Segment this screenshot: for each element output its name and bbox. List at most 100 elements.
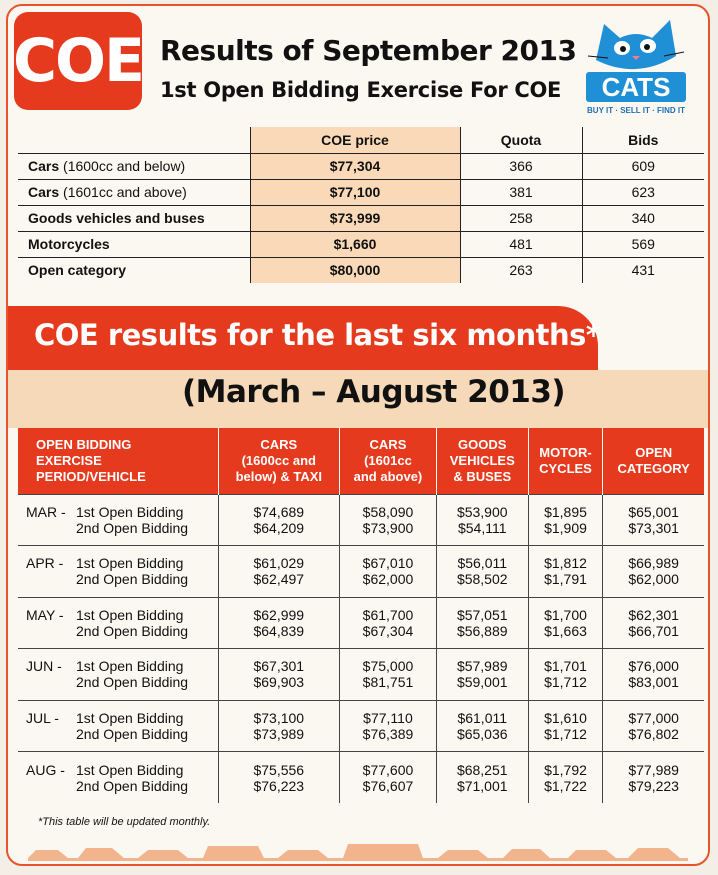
round2-value: $58,502 [456,571,508,588]
value-cell: $1,895 $1,909 [528,493,604,546]
round2-value: $62,497 [253,571,305,588]
round2-value: $79,223 [628,777,679,794]
category-cell: Cars (1600cc and below) [18,152,250,179]
round2-value: $76,223 [253,777,305,794]
round2-value: $62,000 [362,571,414,588]
round2-label: 2nd Open Bidding [76,519,189,536]
round2-value: $1,663 [544,622,587,639]
value-cell: $1,792 $1,722 [528,751,604,803]
value-cell: $77,000 $76,802 [602,699,704,752]
logo-word: CATS [586,72,686,102]
round2-value: $64,839 [253,622,305,639]
round1-value: $67,301 [253,658,305,675]
page-subtitle: 1st Open Bidding Exercise For COE [160,78,562,102]
round2-label: 2nd Open Bidding [76,622,189,639]
september-results-table: COE price Quota Bids Cars (1600cc and be… [18,127,704,283]
round1-label: 1st Open Bidding [76,503,184,520]
column-header-cars-small: CARS (1600cc and below) & TAXI [218,428,341,494]
coe-price-cell: $77,304 [249,152,461,179]
value-cell: $62,999 $64,839 [218,596,341,649]
round2-value: $54,111 [457,519,507,536]
value-cell: $53,900 $54,111 [436,493,529,546]
column-header: Bids [582,127,704,154]
category-cell: Cars (1601cc and above) [18,178,250,205]
round2-value: $56,889 [456,622,508,639]
quota-cell: 263 [460,256,583,283]
round2-value: $59,001 [456,674,508,691]
round1-value: $57,989 [456,658,508,675]
round2-value: $73,900 [362,519,414,536]
round1-value: $57,051 [456,606,508,623]
round2-value: $73,989 [253,725,305,742]
quota-cell: 481 [460,230,583,257]
quota-cell: 381 [460,178,583,205]
value-cell: $66,989 $62,000 [602,545,704,597]
table-row: Goods vehicles and buses $73,999 258 340 [18,204,704,231]
six-months-heading: COE results for the last six months* [34,318,601,352]
coe-price-cell: $80,000 [249,256,461,283]
value-cell: $61,029 $62,497 [218,545,341,597]
value-cell: $62,301 $66,701 [602,596,704,649]
coe-price-cell: $77,100 [249,178,461,205]
table-row: Motorcycles $1,660 481 569 [18,230,704,257]
table-row: MAY - 1st Open Bidding 2nd Open Bidding $62… [18,596,704,649]
table-row: Cars (1601cc and above) $77,100 381 623 [18,178,704,205]
period-cell: JUL - 1st Open Bidding 2nd Open Bidding [18,699,219,752]
column-header-open: OPEN CATEGORY [602,428,704,494]
month-label: APR - [26,555,64,572]
round1-value: $1,701 [544,658,587,675]
column-header-cars-large: CARS (1601cc and above) [339,428,437,494]
quota-cell: 258 [460,204,583,231]
round2-value: $65,036 [456,725,508,742]
value-cell: $65,001 $73,301 [602,493,704,546]
footnote: *This table will be updated monthly. [38,816,211,828]
value-cell: $67,301 $69,903 [218,648,341,700]
bids-cell: 431 [582,256,704,283]
round2-value: $73,301 [628,519,679,536]
column-header: Quota [460,127,583,154]
column-header: COE price [249,127,461,154]
round1-value: $58,090 [362,503,414,520]
round2-value: $1,909 [544,519,587,536]
round1-value: $1,812 [544,555,587,572]
value-cell: $1,812 $1,791 [528,545,604,597]
coe-price-cell: $73,999 [249,204,461,231]
cats-logo: CATS BUY IT · SELL IT · FIND IT [586,16,694,116]
value-cell: $57,989 $59,001 [436,648,529,700]
table-row: APR - 1st Open Bidding 2nd Open Bidding $61… [18,545,704,597]
round1-value: $62,301 [628,606,679,623]
round1-value: $53,900 [456,503,508,520]
value-cell: $76,000 $83,001 [602,648,704,700]
cat-face-icon [587,20,685,70]
round2-value: $76,607 [362,777,414,794]
table-row: Cars (1600cc and below) $77,304 366 609 [18,152,704,179]
value-cell: $77,600 $76,607 [339,751,437,803]
round1-value: $76,000 [628,658,679,675]
round1-value: $77,989 [628,761,679,778]
value-cell: $1,610 $1,712 [528,699,604,752]
round1-value: $1,700 [544,606,587,623]
round1-value: $75,000 [362,658,414,675]
round1-value: $1,610 [544,709,587,726]
period-heading: (March – August 2013) [182,374,566,410]
month-label: JUN - [26,658,62,675]
round2-value: $1,712 [544,674,587,691]
value-cell: $68,251 $71,001 [436,751,529,803]
round2-value: $76,802 [628,725,679,742]
table-row: MAR - 1st Open Bidding 2nd Open Bidding $74… [18,493,704,546]
round1-value: $61,700 [362,606,414,623]
period-cell: MAR - 1st Open Bidding 2nd Open Bidding [18,493,219,546]
value-cell: $75,000 $81,751 [339,648,437,700]
round1-value: $68,251 [456,761,508,778]
table-row: JUL - 1st Open Bidding 2nd Open Bidding $73… [18,699,704,752]
value-cell: $61,011 $65,036 [436,699,529,752]
month-label: JUL - [26,709,59,726]
round1-label: 1st Open Bidding [76,709,184,726]
round2-label: 2nd Open Bidding [76,571,189,588]
bids-cell: 340 [582,204,704,231]
round2-value: $83,001 [628,674,679,691]
column-header-period: OPEN BIDDING EXERCISE PERIOD/VEHICLE [18,428,219,494]
round2-label: 2nd Open Bidding [76,725,189,742]
value-cell: $57,051 $56,889 [436,596,529,649]
round1-label: 1st Open Bidding [76,555,184,572]
